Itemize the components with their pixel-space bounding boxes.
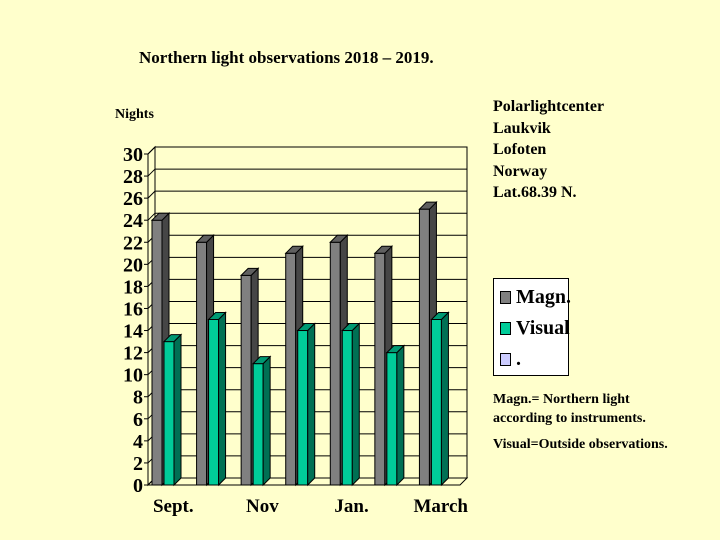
bar-side bbox=[262, 355, 271, 487]
bar-top bbox=[207, 312, 227, 320]
y-tick-label: 18 bbox=[123, 276, 143, 298]
bar-magn bbox=[329, 241, 341, 486]
legend-item-visual: Visual bbox=[500, 316, 570, 340]
y-tick-label: 4 bbox=[133, 431, 143, 453]
legend: Magn. Visual . bbox=[493, 278, 571, 376]
y-tick-label: 6 bbox=[133, 409, 143, 431]
legend-item-third: . bbox=[500, 347, 521, 371]
bar-top bbox=[150, 212, 171, 221]
bar-top bbox=[162, 334, 183, 343]
bar-visual bbox=[163, 341, 175, 486]
y-tick-label: 12 bbox=[123, 343, 143, 365]
magn-note: Magn.= Northern light according to instr… bbox=[493, 390, 646, 428]
info-line: Norway bbox=[493, 162, 548, 180]
bar-top bbox=[296, 323, 316, 332]
gridline-depth bbox=[147, 212, 156, 221]
bar-visual bbox=[252, 363, 264, 486]
bar-magn bbox=[285, 252, 297, 486]
chart-title: Northern light observations 2018 – 2019. bbox=[139, 48, 434, 67]
y-tick-label: 22 bbox=[123, 232, 143, 254]
bar-visual bbox=[297, 330, 309, 486]
y-tick-label: 14 bbox=[123, 321, 143, 343]
bar-top bbox=[251, 356, 272, 365]
bar-magn bbox=[196, 241, 208, 486]
legend-label-visual: Visual bbox=[516, 316, 570, 339]
location-info: Polarlightcenter Laukvik Lofoten Norway … bbox=[493, 96, 604, 204]
y-tick-label: 28 bbox=[123, 166, 143, 188]
y-tick-label: 2 bbox=[133, 453, 143, 475]
gridline-depth bbox=[147, 190, 156, 199]
info-line: Polarlightcenter bbox=[493, 98, 605, 115]
bar-side bbox=[218, 311, 227, 487]
x-tick-label: Nov bbox=[246, 496, 279, 517]
bar-visual bbox=[341, 330, 353, 486]
y-tick-label: 26 bbox=[123, 188, 143, 210]
bar-top bbox=[430, 312, 450, 320]
x-tick-label: March bbox=[413, 496, 468, 517]
bar-top bbox=[385, 345, 406, 354]
legend-label-third: . bbox=[516, 347, 521, 370]
bar-side bbox=[173, 333, 182, 487]
bar-visual bbox=[430, 319, 442, 486]
bar-magn bbox=[374, 252, 386, 486]
bar-top bbox=[329, 234, 349, 243]
bar-side bbox=[351, 322, 360, 487]
bar-top bbox=[239, 267, 260, 276]
bar-visual bbox=[386, 352, 398, 486]
x-tick-label: Jan. bbox=[334, 496, 368, 517]
legend-swatch-third bbox=[500, 352, 511, 366]
gridline-depth bbox=[147, 146, 156, 155]
magn-note-line: according to instruments. bbox=[493, 411, 646, 426]
bar-magn bbox=[240, 274, 252, 486]
bar-top bbox=[373, 245, 394, 254]
info-line: Lofoten bbox=[493, 141, 547, 158]
bar-magn bbox=[151, 219, 163, 486]
y-tick-label: 20 bbox=[123, 254, 143, 276]
bar-side bbox=[307, 322, 316, 487]
y-axis-label: Nights bbox=[115, 107, 154, 122]
legend-item-magn: Magn. bbox=[500, 285, 571, 309]
info-line: Laukvik bbox=[493, 119, 551, 137]
legend-swatch-magn bbox=[500, 290, 511, 304]
y-tick-label: 0 bbox=[133, 475, 143, 497]
y-tick-label: 8 bbox=[133, 387, 143, 409]
y-tick-label: 24 bbox=[123, 210, 143, 232]
bar-magn bbox=[418, 208, 430, 486]
magn-note-line: Magn.= Northern light bbox=[493, 392, 630, 407]
bar-top bbox=[284, 245, 304, 254]
y-tick-label: 30 bbox=[123, 144, 143, 166]
bar-visual bbox=[208, 319, 220, 486]
legend-label-magn: Magn. bbox=[516, 285, 571, 308]
bar-side bbox=[396, 344, 405, 487]
x-tick-label: Sept. bbox=[153, 496, 194, 517]
bar-top bbox=[195, 234, 215, 243]
gridline-depth bbox=[147, 168, 156, 177]
legend-swatch-visual bbox=[500, 321, 511, 335]
bar-top bbox=[418, 201, 438, 210]
bar-top bbox=[341, 323, 361, 332]
bar-side bbox=[440, 311, 449, 487]
y-tick-label: 10 bbox=[123, 365, 143, 387]
visual-note: Visual=Outside observations. bbox=[493, 437, 668, 452]
info-line: Lat.68.39 N. bbox=[493, 184, 577, 201]
y-tick-label: 16 bbox=[123, 298, 143, 320]
